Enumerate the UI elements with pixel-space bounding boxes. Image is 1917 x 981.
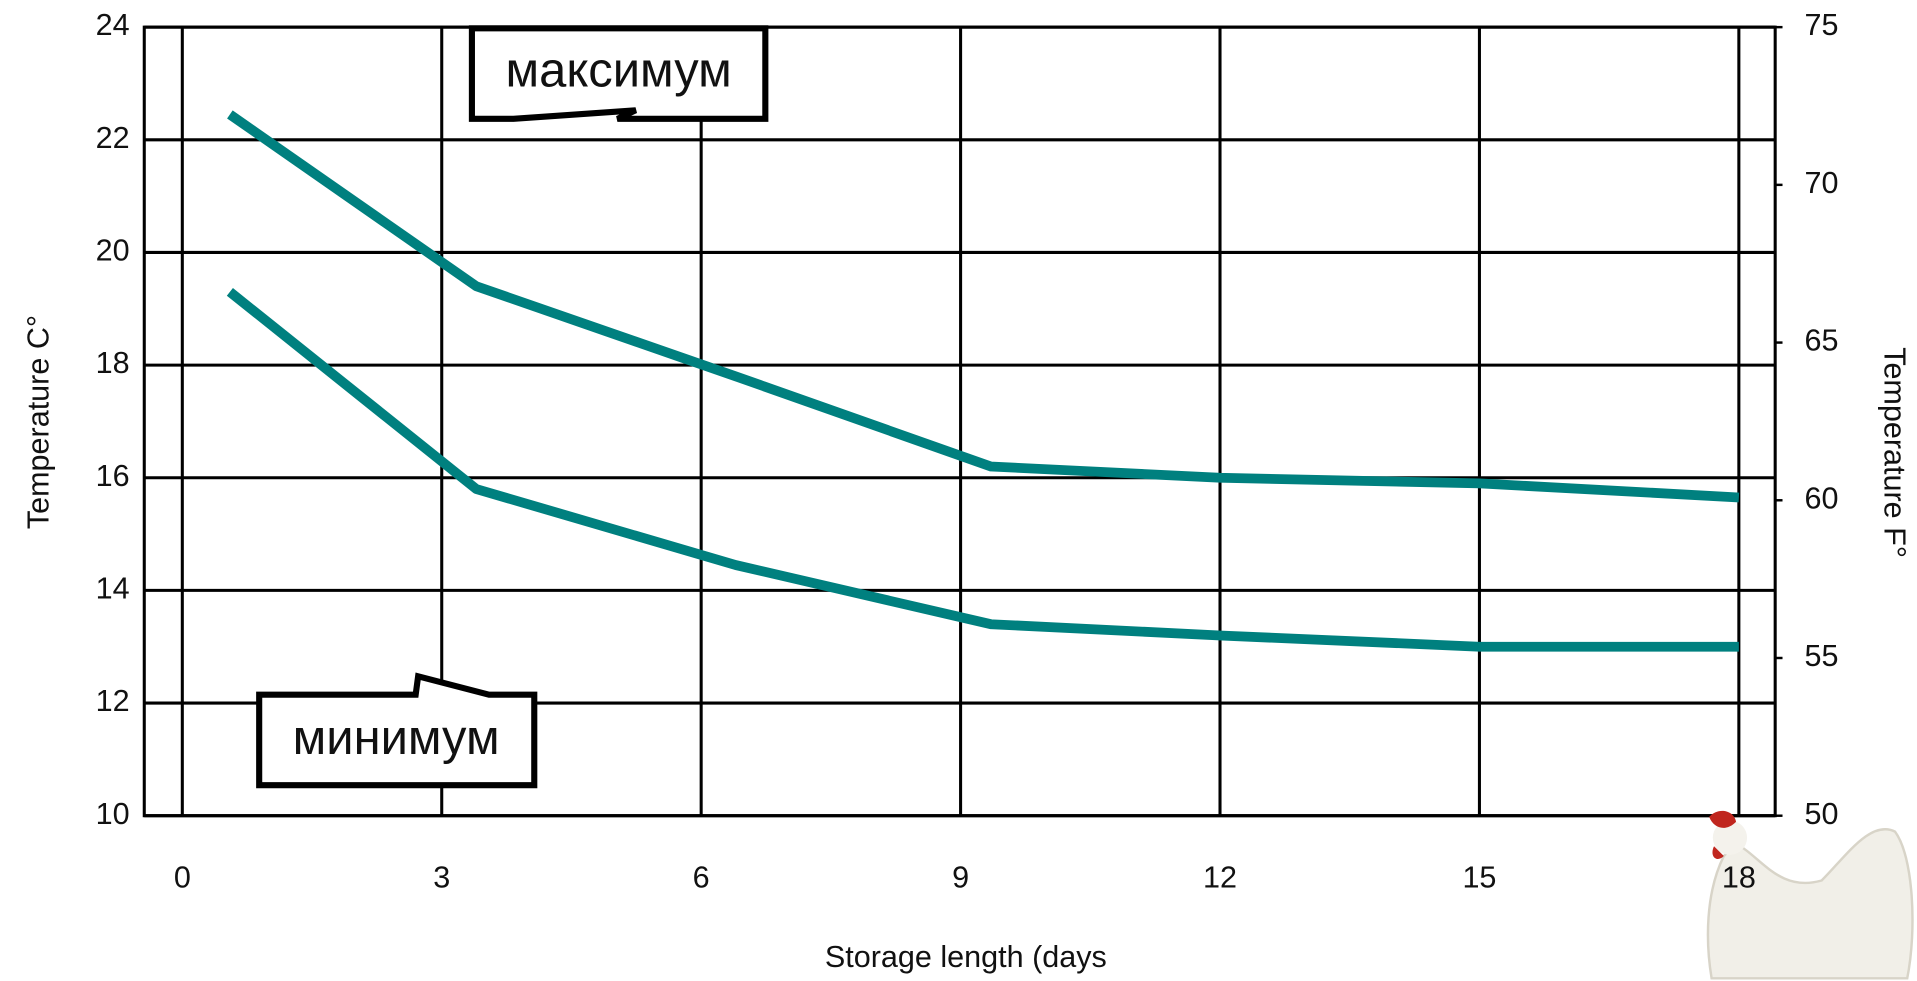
x-tick-label: 9 — [952, 860, 969, 894]
series-lines — [226, 110, 1740, 652]
series-line — [227, 110, 1740, 503]
callout-box — [256, 672, 538, 789]
grid — [144, 25, 1776, 818]
y-tick-label: 14 — [96, 571, 130, 605]
y-tick-label: 16 — [96, 459, 130, 493]
y2-tick-label: 55 — [1805, 639, 1839, 673]
y2-axis-title: Temperature F° — [1877, 347, 1911, 558]
x-tick-label: 15 — [1462, 860, 1496, 894]
x-tick-label: 6 — [693, 860, 710, 894]
chicken-illustration — [1706, 810, 1914, 980]
y-tick-label: 10 — [96, 797, 130, 831]
x-tick-label: 12 — [1203, 860, 1237, 894]
x-tick-label: 0 — [174, 860, 191, 894]
annotation: максимум — [506, 44, 732, 98]
y-tick-label: 24 — [96, 8, 130, 42]
series-line — [226, 288, 1739, 652]
y2-tick-label: 75 — [1805, 8, 1839, 42]
y-tick-label: 18 — [96, 346, 130, 380]
y2-tick-label: 50 — [1805, 797, 1839, 831]
y-tick-label: 22 — [96, 121, 130, 155]
y2-tick-label: 65 — [1805, 324, 1839, 358]
plot-frame — [142, 25, 1777, 818]
x-tick-label: 3 — [433, 860, 450, 894]
y2-tick-label: 70 — [1805, 166, 1839, 200]
y-tick-label: 20 — [96, 234, 130, 268]
annotation: минимум — [293, 711, 500, 765]
x-tick-label: 18 — [1722, 860, 1756, 894]
y2-tick-label: 60 — [1805, 481, 1839, 515]
x-axis-title: Storage length (days — [825, 940, 1107, 974]
y-tick-label: 12 — [96, 684, 130, 718]
y-axis-title: Temperature C° — [21, 315, 55, 529]
callout-box — [468, 25, 769, 122]
